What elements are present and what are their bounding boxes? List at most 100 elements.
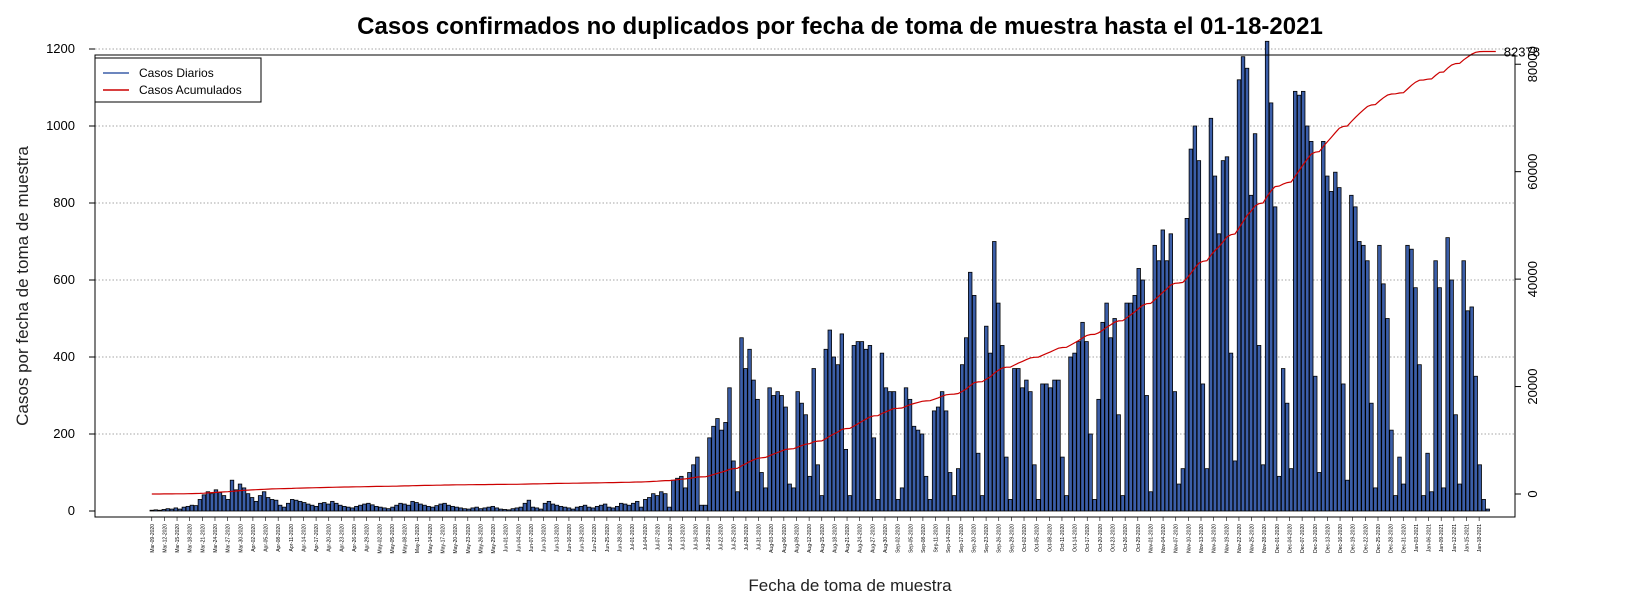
bar: [883, 387, 889, 512]
x-tick-label: May-11-2020: [415, 524, 421, 553]
bar: [1120, 495, 1125, 512]
bar: [1212, 175, 1218, 512]
x-tick-label: Jun-19-2020: [580, 524, 586, 552]
bar: [1429, 491, 1434, 512]
bar: [863, 348, 869, 512]
bar: [1401, 483, 1406, 512]
x-tick-label: May-17-2020: [441, 524, 447, 554]
bar: [181, 506, 187, 512]
bar: [819, 495, 824, 512]
bar: [779, 395, 784, 512]
bar: [1437, 287, 1442, 512]
bar: [1321, 140, 1326, 512]
cumulative-end-label: 82378: [1504, 45, 1540, 60]
bar: [514, 507, 520, 512]
bar: [522, 502, 528, 512]
bar: [574, 506, 580, 512]
bar: [342, 505, 347, 512]
bar: [1008, 499, 1013, 512]
bar: [972, 294, 977, 512]
bar: [687, 472, 692, 512]
bar: [635, 500, 640, 512]
bar: [281, 506, 287, 512]
y-axis-label: Casos por fecha de toma de muestra: [13, 146, 32, 426]
bar: [1369, 402, 1374, 512]
bar: [895, 499, 901, 512]
bar: [165, 508, 170, 512]
bar: [651, 493, 656, 512]
bar: [663, 493, 668, 512]
bar: [1136, 268, 1141, 512]
bar: [1024, 379, 1029, 512]
x-tick-label: May-20-2020: [453, 524, 459, 554]
bar: [675, 477, 680, 512]
bar: [530, 506, 536, 512]
bar: [550, 503, 556, 512]
x-tick-label: Jun-22-2020: [592, 524, 598, 552]
bar: [1004, 456, 1009, 512]
bar: [157, 509, 162, 512]
legend-box: [94, 57, 262, 103]
bar: [610, 507, 616, 512]
bar: [919, 433, 925, 512]
bar: [907, 398, 913, 512]
x-tick-label: Nov-01-2020: [1148, 524, 1154, 553]
bar: [871, 437, 877, 512]
x-tick-label: Dec-01-2020: [1275, 524, 1281, 553]
bar: [1128, 302, 1133, 512]
bar: [623, 503, 628, 512]
bar: [743, 368, 748, 512]
bar: [1020, 387, 1025, 512]
bar: [1096, 398, 1101, 512]
x-axis-label: Fecha de toma de muestra: [748, 576, 952, 595]
x-tick-label: Jul-01-2020: [630, 524, 636, 551]
y2-tick-label: 40000: [1525, 261, 1540, 297]
bar: [1329, 191, 1334, 512]
bar: [1381, 283, 1386, 512]
x-tick-label: Mar-12-2020: [162, 524, 168, 553]
bar: [859, 341, 865, 512]
bar: [1040, 383, 1045, 512]
bar: [815, 464, 820, 512]
legend-label-cumulative: Casos Acumulados: [139, 83, 242, 97]
bar: [310, 504, 315, 512]
bar: [418, 503, 423, 512]
bar: [1260, 464, 1266, 512]
bar: [739, 337, 744, 512]
bar: [1417, 364, 1422, 512]
bar: [679, 475, 684, 512]
bar: [1449, 279, 1454, 512]
bar: [1289, 468, 1294, 512]
bar: [807, 475, 812, 512]
bar: [851, 345, 857, 512]
bar: [193, 505, 199, 512]
bar: [667, 506, 672, 512]
bar: [843, 448, 849, 512]
bar: [996, 302, 1001, 512]
bar: [1457, 483, 1462, 512]
x-tick-label: Nov-19-2020: [1224, 524, 1230, 553]
x-tick-label: Dec-25-2020: [1376, 524, 1382, 553]
x-tick-label: Aug-12-2020: [807, 524, 813, 553]
x-tick-label: May-26-2020: [478, 524, 484, 554]
bar: [1353, 206, 1358, 512]
x-tick-label: Oct-17-2020: [1085, 524, 1091, 552]
bar: [438, 503, 443, 512]
bar: [350, 507, 355, 512]
x-tick-label: Dec-31-2020: [1401, 524, 1407, 553]
x-tick-label: Jan-18-2021: [1477, 524, 1483, 552]
x-tick-label: Oct-20-2020: [1098, 524, 1104, 552]
bar: [590, 507, 596, 512]
bar: [434, 505, 439, 512]
bar: [631, 502, 636, 512]
x-tick-label: Nov-07-2020: [1174, 524, 1180, 553]
bar: [1276, 475, 1282, 512]
bar: [554, 504, 560, 512]
bar: [711, 425, 716, 512]
x-tick-label: Aug-30-2020: [883, 524, 889, 553]
bar: [217, 492, 223, 512]
x-tick-label: Jan-03-2021: [1414, 524, 1420, 552]
grid-lines: [95, 48, 1515, 435]
bar: [1473, 375, 1478, 512]
